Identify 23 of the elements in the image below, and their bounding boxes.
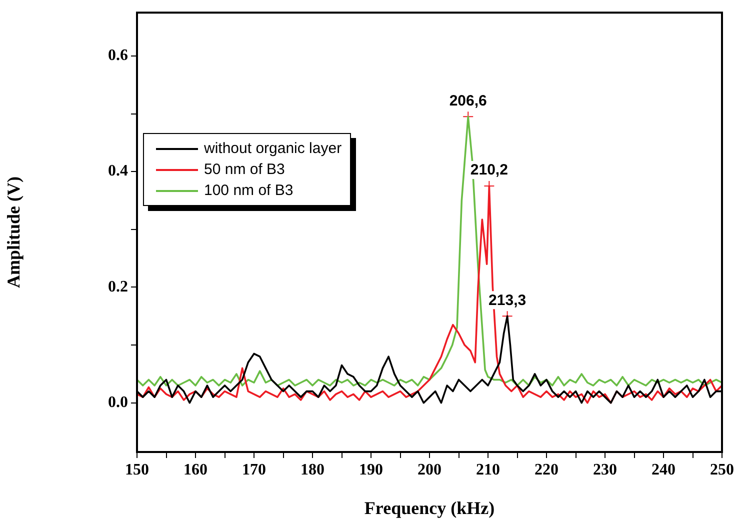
x-tick-label: 230 <box>593 462 617 479</box>
annotation: 213,3 <box>488 292 526 309</box>
y-tick-label: 0.6 <box>108 47 128 64</box>
y-axis-title: Amplitude (V) <box>3 176 24 288</box>
x-axis-title: Frequency (kHz) <box>364 498 495 518</box>
x-tick-label: 150 <box>125 462 149 479</box>
x-tick-label: 180 <box>300 462 324 479</box>
x-tick-label: 160 <box>184 462 208 479</box>
annotation: 206,6 <box>449 92 487 110</box>
x-tick-label: 190 <box>359 462 383 479</box>
legend-label: 100 nm of B3 <box>204 182 294 199</box>
annotation: 210,2 <box>470 162 508 179</box>
legend-label: 50 nm of B3 <box>204 161 285 178</box>
y-tick-label: 0.0 <box>108 394 128 411</box>
x-tick-label: 240 <box>652 462 676 479</box>
x-tick-label: 210 <box>476 462 500 479</box>
y-tick-label: 0.4 <box>108 162 128 180</box>
x-tick-label: 170 <box>242 462 266 479</box>
x-tick-label: 220 <box>534 462 558 479</box>
y-tick-label: 0.2 <box>108 278 128 296</box>
legend-label: without organic layer <box>204 140 342 157</box>
x-tick-label: 200 <box>418 462 442 479</box>
x-tick-label: 250 <box>710 462 734 479</box>
